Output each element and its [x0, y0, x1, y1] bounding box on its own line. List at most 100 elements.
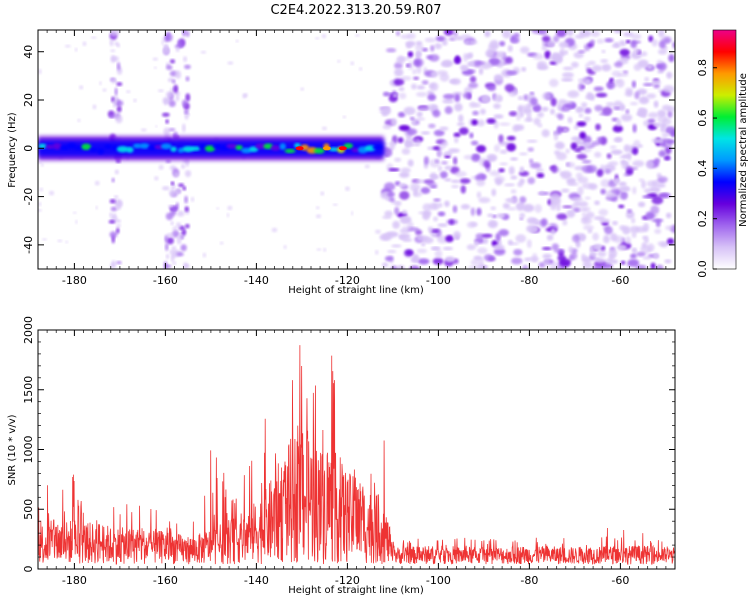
noise-blob — [439, 171, 448, 179]
noise-blob — [626, 39, 631, 44]
noise-blob — [583, 206, 591, 212]
noise-blob — [647, 118, 656, 124]
noise-blob — [620, 186, 631, 192]
noise-blob — [431, 246, 440, 251]
noise-blob — [531, 30, 544, 34]
noise-blob — [598, 208, 609, 216]
noise-blob — [651, 196, 664, 205]
scatter-blob — [172, 261, 177, 265]
noise-blob — [393, 78, 405, 86]
noise-blob — [590, 30, 601, 38]
noise-blob — [652, 252, 660, 260]
strip-blob — [116, 261, 122, 265]
noise-blob — [504, 56, 513, 65]
scatter-blob — [332, 203, 338, 206]
main-band-blob — [66, 143, 77, 149]
strip-blob — [184, 64, 191, 70]
noise-blob — [476, 179, 486, 187]
noise-blob — [400, 34, 411, 40]
noise-blob — [507, 45, 513, 52]
noise-blob — [600, 188, 606, 195]
scatter-blob — [271, 227, 278, 233]
noise-blob — [575, 106, 582, 113]
noise-blob — [596, 169, 604, 177]
noise-blob — [563, 128, 568, 132]
noise-blob — [422, 203, 432, 212]
noise-blob — [399, 92, 407, 100]
noise-blob — [466, 244, 476, 251]
noise-blob — [493, 248, 506, 256]
noise-blob — [401, 209, 408, 215]
scatter-blob — [315, 37, 320, 40]
strip-blob — [116, 30, 120, 36]
noise-blob — [534, 204, 542, 213]
noise-blob — [627, 258, 640, 267]
snr-ticks: -180 -160 -140 -120 -100 -80 -60 0 500 1000 1500 20… — [22, 316, 676, 587]
colorbar-tick-label: 0.2 — [696, 210, 709, 228]
noise-blob — [630, 253, 637, 259]
noise-blob — [634, 91, 640, 100]
noise-blob — [550, 97, 557, 107]
noise-blob — [584, 78, 592, 85]
noise-blob — [522, 264, 529, 269]
noise-blob — [566, 30, 574, 37]
noise-blob — [599, 112, 611, 116]
noise-blob — [453, 132, 461, 138]
noise-blob — [536, 64, 549, 71]
spectrogram-y-tick-label: -40 — [22, 236, 35, 254]
noise-blob — [562, 219, 568, 226]
main-band-blob — [226, 143, 238, 149]
main-band-blob — [279, 143, 286, 150]
noise-blob — [434, 249, 443, 259]
noise-blob — [555, 152, 567, 161]
strip-blob — [109, 231, 118, 238]
noise-blob — [625, 236, 631, 245]
noise-blob — [627, 152, 632, 161]
noise-blob — [660, 192, 671, 199]
strip-blob — [110, 262, 116, 269]
noise-blob — [658, 150, 666, 157]
noise-blob — [653, 83, 660, 89]
noise-blob — [611, 187, 623, 194]
strip-blob — [168, 189, 177, 197]
noise-blob — [493, 175, 506, 183]
noise-blob — [665, 225, 674, 231]
noise-blob — [456, 122, 465, 127]
noise-blob — [423, 210, 432, 217]
noise-blob — [616, 73, 629, 77]
noise-blob — [540, 218, 548, 227]
noise-blob — [458, 127, 469, 135]
noise-blob — [510, 157, 518, 161]
noise-blob — [469, 132, 474, 139]
noise-blob — [398, 182, 407, 188]
scatter-blob — [77, 118, 81, 122]
noise-blob — [587, 60, 596, 66]
strip-blob — [116, 105, 122, 113]
noise-blob — [506, 143, 517, 152]
main-band-blob — [284, 148, 296, 154]
noise-blob — [465, 53, 472, 59]
noise-blob — [410, 138, 419, 142]
noise-blob — [642, 222, 650, 232]
noise-blob — [444, 151, 453, 155]
noise-blob — [577, 186, 584, 196]
noise-blob — [601, 263, 613, 269]
noise-blob — [570, 142, 578, 150]
noise-blob — [432, 109, 441, 118]
noise-blob — [390, 118, 397, 126]
strip-blob — [183, 56, 187, 63]
noise-blob — [618, 204, 625, 209]
strip-blob — [114, 195, 119, 199]
strip-blob — [111, 177, 115, 183]
noise-blob — [665, 212, 672, 219]
noise-blob — [655, 264, 664, 269]
noise-blob — [632, 160, 645, 168]
noise-blob — [578, 113, 584, 118]
noise-blob — [550, 108, 555, 115]
noise-blob — [667, 110, 673, 118]
noise-blob — [558, 41, 569, 48]
noise-blob — [620, 191, 628, 200]
spectrogram-y-tick-label: -20 — [22, 188, 35, 206]
noise-blob — [454, 93, 461, 103]
noise-blob — [458, 114, 464, 123]
